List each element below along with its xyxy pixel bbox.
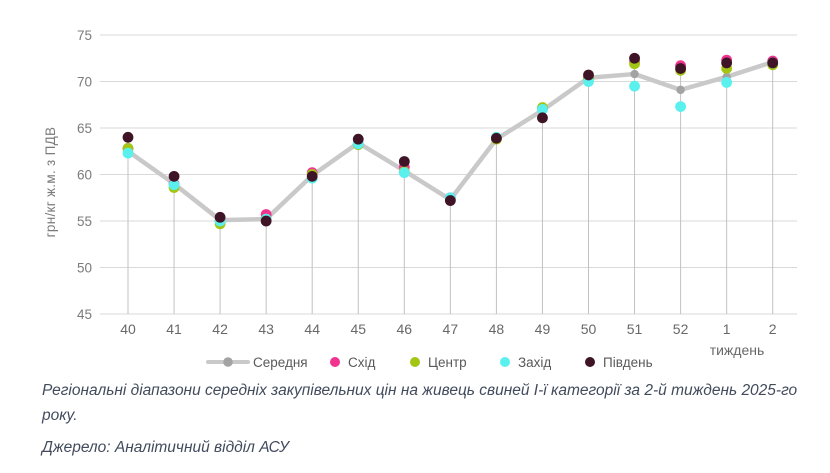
data-point-south xyxy=(721,57,733,69)
legend-marker-average xyxy=(223,357,233,367)
legend-marker-center xyxy=(410,357,420,367)
x-tick-label: 43 xyxy=(258,321,274,337)
x-tick-label: 50 xyxy=(581,321,597,337)
data-point-south xyxy=(491,132,502,144)
y-tick-label: 70 xyxy=(77,74,92,89)
x-tick-label: 42 xyxy=(212,321,228,337)
droplines xyxy=(127,58,774,314)
data-point-south xyxy=(675,63,686,74)
data-point-south xyxy=(122,131,134,143)
y-axis-title: грн/кг ж.м. з ПДВ xyxy=(43,127,58,238)
data-point-west xyxy=(629,80,640,92)
y-tick-label: 60 xyxy=(77,167,92,182)
x-tick-label: 51 xyxy=(627,321,643,337)
data-point-south xyxy=(537,112,548,124)
y-tick-label: 65 xyxy=(77,121,92,136)
legend-label-west: Захід xyxy=(518,355,551,370)
chart-caption: Регіональні діапазони середніх закупівел… xyxy=(42,382,798,424)
x-tick-label: 41 xyxy=(166,321,182,337)
y-axis-ticks: 45 50 55 60 65 70 75 xyxy=(77,28,92,322)
gridlines xyxy=(100,34,797,315)
x-tick-label: 45 xyxy=(350,321,366,337)
x-tick-label: 52 xyxy=(673,321,689,337)
legend-marker-west xyxy=(500,357,510,367)
series-south xyxy=(122,52,779,227)
data-point-west xyxy=(675,101,686,113)
chart-source: Джерело: Аналітичний відділ АСУ xyxy=(42,438,289,456)
x-tick-label: 48 xyxy=(489,321,505,337)
x-tick-label: 1 xyxy=(723,321,731,337)
data-point-south xyxy=(352,133,364,145)
price-chart-figure: 45 50 55 60 65 70 75 грн/кг ж.м. з ПДВ 40 41 42 43 4… xyxy=(43,28,797,370)
y-tick-label: 50 xyxy=(77,260,92,275)
data-point-south xyxy=(306,170,318,182)
data-point-south xyxy=(168,170,180,182)
legend-label-average: Середня xyxy=(253,355,308,370)
legend-label-center: Центр xyxy=(428,355,467,370)
legend-label-south: Південь xyxy=(603,355,653,370)
legend-label-east: Схід xyxy=(348,355,375,370)
legend-marker-south xyxy=(585,357,595,367)
data-point-west xyxy=(398,167,410,179)
data-point-west xyxy=(168,179,180,191)
data-point-south xyxy=(260,215,272,227)
x-axis-title: тиждень xyxy=(710,342,765,358)
x-tick-label: 47 xyxy=(443,321,459,337)
x-axis-ticks: 40 41 42 43 44 45 46 47 48 49 50 51 52 1 2 xyxy=(120,321,777,337)
x-tick-label: 49 xyxy=(535,321,551,337)
data-point-south xyxy=(583,69,594,81)
legend-marker-east xyxy=(330,357,340,367)
data-point-south xyxy=(444,195,456,206)
data-point-south xyxy=(398,156,410,167)
x-tick-label: 2 xyxy=(769,321,777,337)
y-tick-label: 75 xyxy=(77,28,92,43)
x-tick-label: 46 xyxy=(397,321,413,337)
data-point-south xyxy=(629,52,640,64)
legend: Середня Схід Центр Захід Південь xyxy=(206,355,653,370)
x-tick-label: 44 xyxy=(304,321,320,337)
data-point-south xyxy=(767,57,779,69)
x-tick-label: 40 xyxy=(120,321,136,337)
data-point-west xyxy=(122,147,134,159)
average-point xyxy=(676,85,685,95)
data-point-west xyxy=(721,77,733,88)
data-point-south xyxy=(214,211,226,223)
y-tick-label: 45 xyxy=(77,307,92,322)
y-tick-label: 55 xyxy=(77,214,92,229)
average-point xyxy=(630,69,639,79)
data-point-west xyxy=(537,104,548,115)
